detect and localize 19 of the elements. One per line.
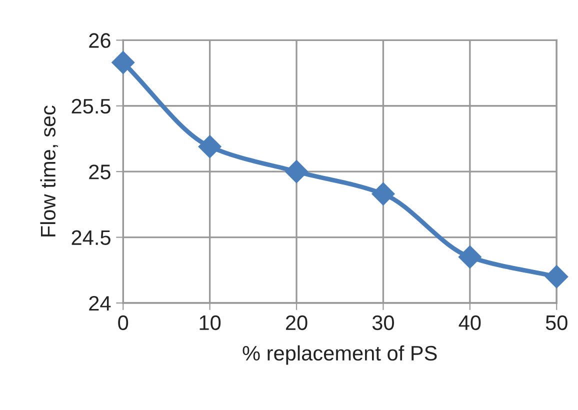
point [198, 135, 222, 158]
x-tick-label: 40 [458, 315, 481, 330]
point [285, 160, 308, 184]
y-tick-label: 25.5 [72, 98, 110, 114]
point [458, 246, 482, 268]
y-tick-label: 24.5 [72, 230, 110, 246]
y-tick-label: 26 [89, 33, 110, 48]
y-tick-label: 25 [89, 164, 110, 180]
x-axis-title: % replacement of PS [242, 345, 437, 365]
x-tick-label: 50 [546, 315, 568, 330]
x-tick-label: 10 [200, 315, 221, 330]
point [545, 265, 568, 288]
point [372, 182, 395, 206]
x-tick-label: 30 [372, 315, 394, 330]
y-axis-title: Flow time, sec [40, 106, 58, 236]
point [112, 51, 135, 74]
x-tick-label: 20 [286, 315, 308, 330]
x-tick-label: 0 [118, 315, 128, 330]
y-tick-label: 24 [89, 296, 111, 311]
